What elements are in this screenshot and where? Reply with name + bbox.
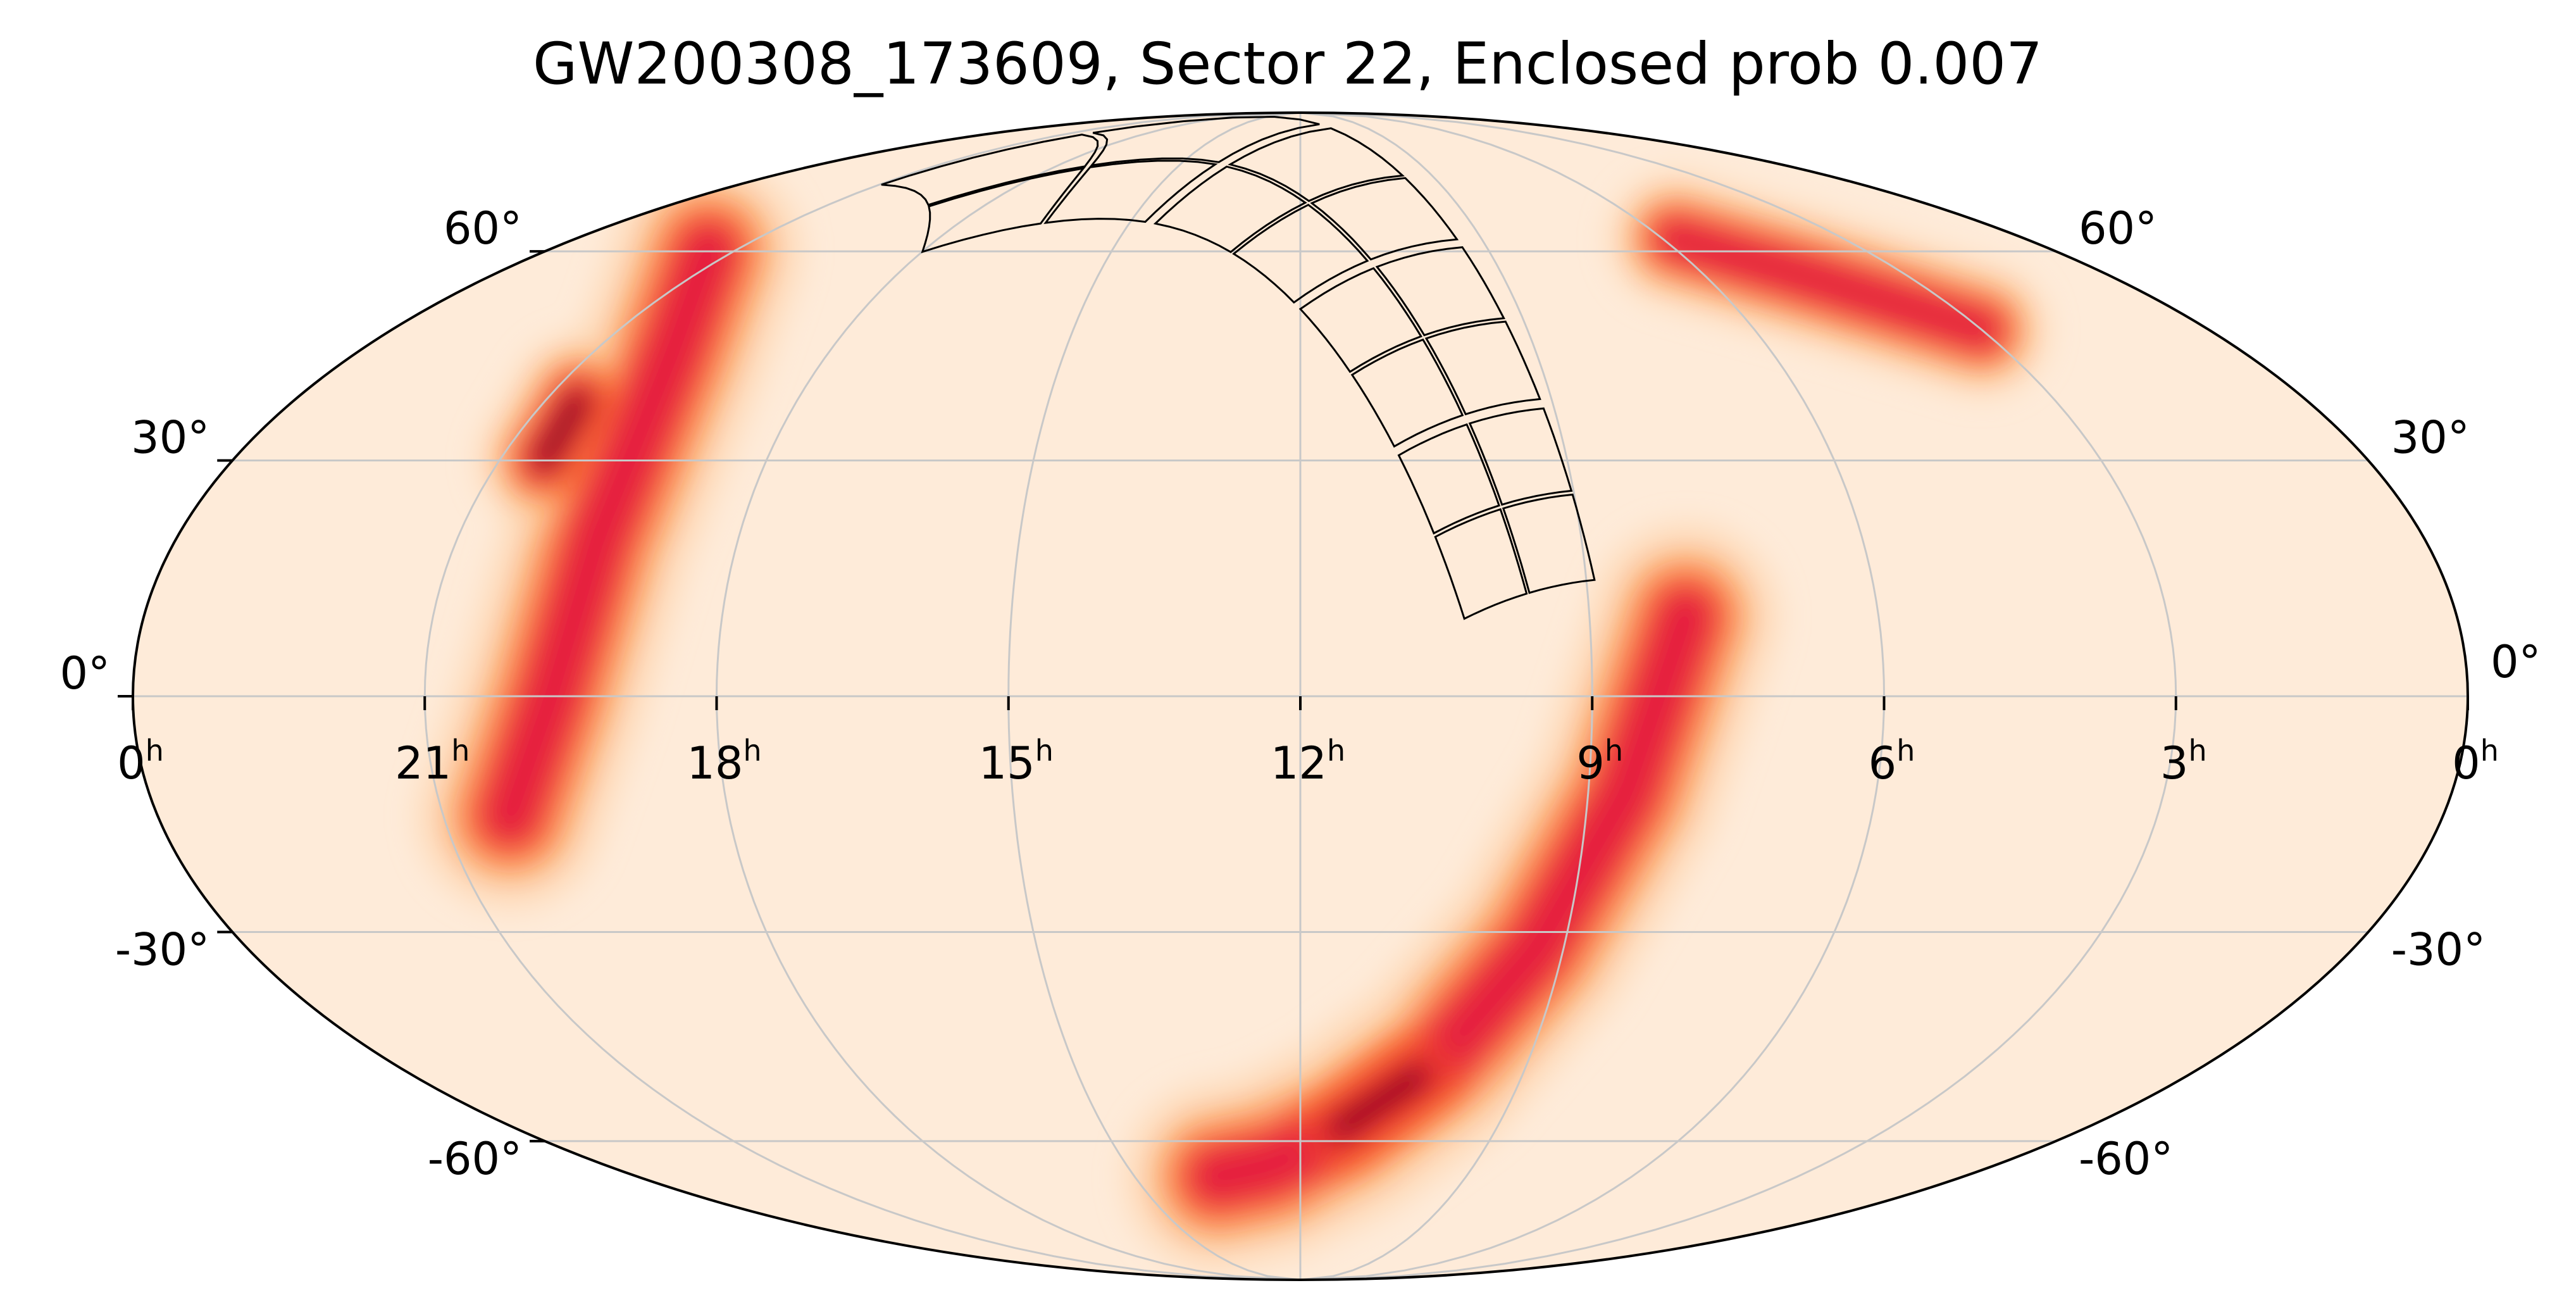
ra-tick-label: 0h [2452,734,2499,789]
dec-tick-label-left: 30° [131,412,209,464]
dec-tick-label-right: -30° [2391,923,2486,975]
tess-ccd-outline [1397,423,1501,535]
dec-tick-label-left: 0° [59,648,110,699]
tess-ccd-outline [921,166,1086,254]
tess-ccd-outline [1350,338,1464,448]
tess-ccd-outline [1089,115,1320,167]
ra-tick-label: 21h [395,734,470,789]
dec-tick-label-right: 30° [2391,412,2470,464]
chart-title: GW200308_173609, Sector 22, Enclosed pro… [533,31,2043,97]
tess-ccd-outline [1310,177,1459,261]
tess-ccd-outline [1424,320,1541,416]
ra-tick-label: 6h [1869,734,1915,789]
ra-tick-label: 3h [2160,734,2207,789]
ra-tick-label: 15h [979,734,1054,789]
tess-sector-footprint [881,115,1596,620]
probability-contour-north-peak [532,389,590,472]
dec-tick-label-right: 60° [2079,203,2157,254]
dec-tick-label-left: 60° [444,203,522,254]
tess-ccd-outline [1043,160,1218,224]
probability-contour-south-peak [1328,1065,1430,1141]
tess-ccd-outline [1375,246,1505,337]
tess-ccd-outline [881,134,1099,206]
ra-tick-labels: 0h 21h 18h 15h 12h 9h 6h 3h 0h [117,734,2499,789]
tess-ccd-outline [1434,508,1528,620]
probability-heatmap [415,156,2050,1272]
tess-ccd-outline [1153,165,1307,254]
tess-ccd-outline [1468,407,1573,506]
dec-tick-labels: 60° 60° 30° 30° 0° 0° -30° -30° -60° -60° [59,203,2541,1185]
tess-ccd-outline [1232,203,1369,304]
tess-ccd-outline [1502,493,1596,594]
dec-tick-label-left: -60° [428,1133,522,1185]
axis-ticks [118,250,2469,1142]
dec-tick-label-right: -60° [2079,1133,2173,1185]
probability-contour-north-arc [480,221,739,846]
ra-tick-label: 12h [1271,734,1345,789]
ra-tick-label: 0h [117,734,164,789]
ra-tick-label: 9h [1576,734,1623,789]
dec-tick-label-left: -30° [115,923,209,975]
tess-ccd-outline [1298,266,1423,373]
tess-ccd-outline [1228,127,1405,203]
dec-tick-label-right: 0° [2491,636,2541,688]
ra-tick-label: 18h [687,734,761,789]
